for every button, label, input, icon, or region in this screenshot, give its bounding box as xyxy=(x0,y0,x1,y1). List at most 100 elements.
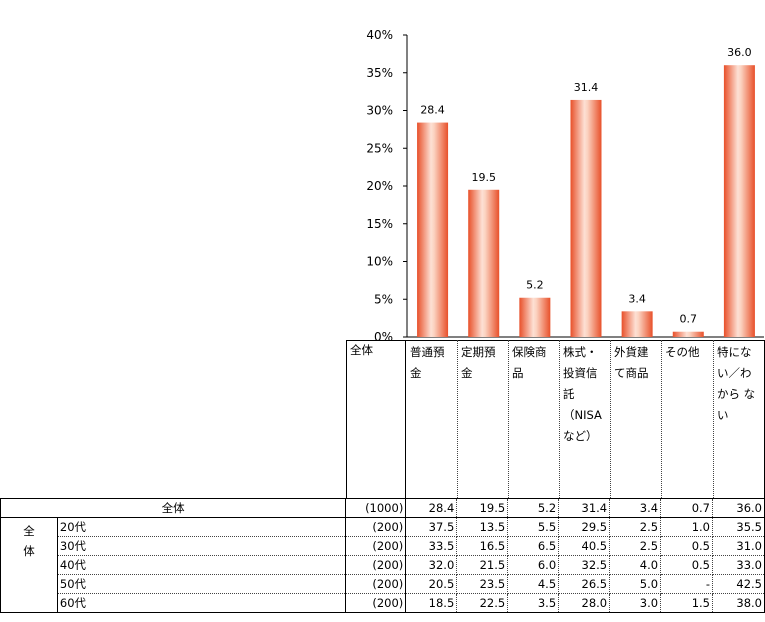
category-header-text: 金 xyxy=(461,366,473,380)
table-cell-value: 23.5 xyxy=(456,574,509,594)
group-label: 全体 xyxy=(0,517,58,613)
row-label: 50代 xyxy=(56,574,347,594)
bar-chart: 0% 5% 10% 15% 20% 25% 30% 35% 40% 28.4 19.5 5.2 31.… xyxy=(366,28,764,340)
row-label: 20代 xyxy=(56,517,347,537)
bar xyxy=(723,65,755,337)
y-tick-label: 15% xyxy=(366,217,393,231)
table-cell-value: 3.5 xyxy=(507,593,560,613)
table-cell-value: 22.5 xyxy=(456,593,509,613)
y-tick-label: 20% xyxy=(366,179,393,193)
y-tick-label: 35% xyxy=(366,66,393,80)
table-cell-value: 40.5 xyxy=(558,536,611,556)
table-row: 50代 (200) 20.5 23.5 4.5 26.5 5.0-42.5 xyxy=(1,574,765,594)
table-cell-value: - xyxy=(660,574,713,594)
y-tick-label: 0% xyxy=(374,330,393,340)
header-total-cell: 全体 xyxy=(346,340,406,498)
category-header-text: 定期預 xyxy=(461,345,496,359)
category-header-text: 株式・ xyxy=(563,345,598,359)
y-tick-label: 10% xyxy=(366,255,393,269)
table-cell-value: 6.5 xyxy=(507,536,560,556)
table-cell-value: 0.7 xyxy=(660,498,713,518)
category-header-cell: 定期預金 xyxy=(458,340,509,498)
category-header-text: 外貨建 xyxy=(614,345,649,359)
category-header-cell: その他 xyxy=(662,340,714,498)
table-row: 40代 (200) 32.0 21.5 6.0 32.5 4.0 0.5 33.0 xyxy=(1,555,765,575)
category-header-text: （NISA xyxy=(563,408,602,422)
table-row-total: 全体 (1000) 28.4 19.5 5.2 31.4 3.4 0.7 36.0 xyxy=(0,498,765,518)
table-cell-value: 16.5 xyxy=(456,536,509,556)
y-tick-label: 25% xyxy=(366,141,393,155)
table-cell-value: 37.5 xyxy=(405,517,458,537)
y-tick-label: 30% xyxy=(366,104,393,118)
row-label: 60代 xyxy=(56,593,347,613)
bar xyxy=(417,122,449,337)
table-cell-value: 6.0 xyxy=(507,555,560,575)
table-cell-value: 13.5 xyxy=(456,517,509,537)
row-label: 全体 xyxy=(0,498,347,518)
group-label-char: 体 xyxy=(23,544,35,558)
category-header-text: など） xyxy=(563,429,598,443)
category-header-text: その他 xyxy=(665,345,700,359)
category-header-text: 金 xyxy=(410,366,422,380)
category-header-cell: 特にない／わから ない xyxy=(714,340,765,498)
table-cell-value: 32.0 xyxy=(405,555,458,575)
table-cell-value: 0.5 xyxy=(660,555,713,575)
table-cell-value: 3.4 xyxy=(609,498,662,518)
table-cell-value: 29.5 xyxy=(558,517,611,537)
table-cell-value: 0.5 xyxy=(660,536,713,556)
y-tick-label: 5% xyxy=(374,292,393,306)
data-table: 全体 (1000) 28.4 19.5 5.2 31.4 3.4 0.7 36.0 全体 20代 (2… xyxy=(0,498,765,613)
bar xyxy=(570,99,602,338)
table-cell-value: 5.2 xyxy=(507,498,560,518)
row-count: (200) xyxy=(345,574,407,594)
table-cell-value: 4.5 xyxy=(507,574,560,594)
bars: 28.4 19.5 5.2 31.4 3.4 0.7 36.0 xyxy=(417,46,755,338)
table-row: 60代 (200) 18.5 22.5 3.5 28.0 3.0 1.5 38.0 xyxy=(1,593,765,613)
category-header-text: い／わ xyxy=(717,366,752,380)
table-cell-value: 21.5 xyxy=(456,555,509,575)
table-cell-value: 35.5 xyxy=(711,517,765,537)
category-header-cell: 外貨建 て商品 xyxy=(611,340,662,498)
table-cell-value: 36.0 xyxy=(711,498,765,518)
row-count: (200) xyxy=(345,536,407,556)
row-label: 30代 xyxy=(56,536,347,556)
y-axis: 0% 5% 10% 15% 20% 25% 30% 35% 40% xyxy=(366,28,764,340)
category-header-cell: 普通預金 xyxy=(407,340,458,498)
row-count: (200) xyxy=(345,517,407,537)
bar-value-label: 5.2 xyxy=(526,279,544,292)
table-cell-value: 5.0 xyxy=(609,574,662,594)
table-cell-value: 1.0 xyxy=(660,517,713,537)
table-cell-value: 18.5 xyxy=(405,593,458,613)
table-cell-value: 2.5 xyxy=(609,517,662,537)
table-cell-value: 4.0 xyxy=(609,555,662,575)
category-header-text: 品 xyxy=(512,366,524,380)
row-count: (200) xyxy=(345,555,407,575)
bar xyxy=(672,331,704,337)
table-cell-value: 26.5 xyxy=(558,574,611,594)
row-count: (200) xyxy=(345,593,407,613)
category-header-text: から な xyxy=(717,387,756,401)
table-cell-value: 33.5 xyxy=(405,536,458,556)
row-label: 40代 xyxy=(56,555,347,575)
table-cell-value: 31.4 xyxy=(558,498,611,518)
table-cell-value: 3.0 xyxy=(609,593,662,613)
bar xyxy=(621,311,653,337)
category-header-text: て商品 xyxy=(614,366,649,380)
bar-value-label: 31.4 xyxy=(574,81,599,94)
category-header-text: 特にな xyxy=(717,345,752,359)
table-row: 30代 (200) 33.5 16.5 6.5 40.5 2.5 0.5 31.0 xyxy=(1,536,765,556)
category-header-text: 投資信 xyxy=(563,366,598,380)
group-label-char: 全 xyxy=(23,524,35,538)
header-total-label: 全体 xyxy=(350,343,373,357)
category-header-text: 託 xyxy=(563,387,575,401)
category-header-text: 保険商 xyxy=(512,345,547,359)
bar-value-label: 19.5 xyxy=(471,171,496,184)
category-header-cell: 株式・投資信託 （NISA など） xyxy=(560,340,611,498)
category-header-text: 普通預 xyxy=(410,345,445,359)
table-cell-value: 42.5 xyxy=(711,574,765,594)
bar-value-label: 28.4 xyxy=(420,104,445,117)
bar xyxy=(519,297,551,337)
table-cell-value: 31.0 xyxy=(711,536,765,556)
category-header-text: い xyxy=(717,408,729,422)
bar xyxy=(468,189,500,337)
